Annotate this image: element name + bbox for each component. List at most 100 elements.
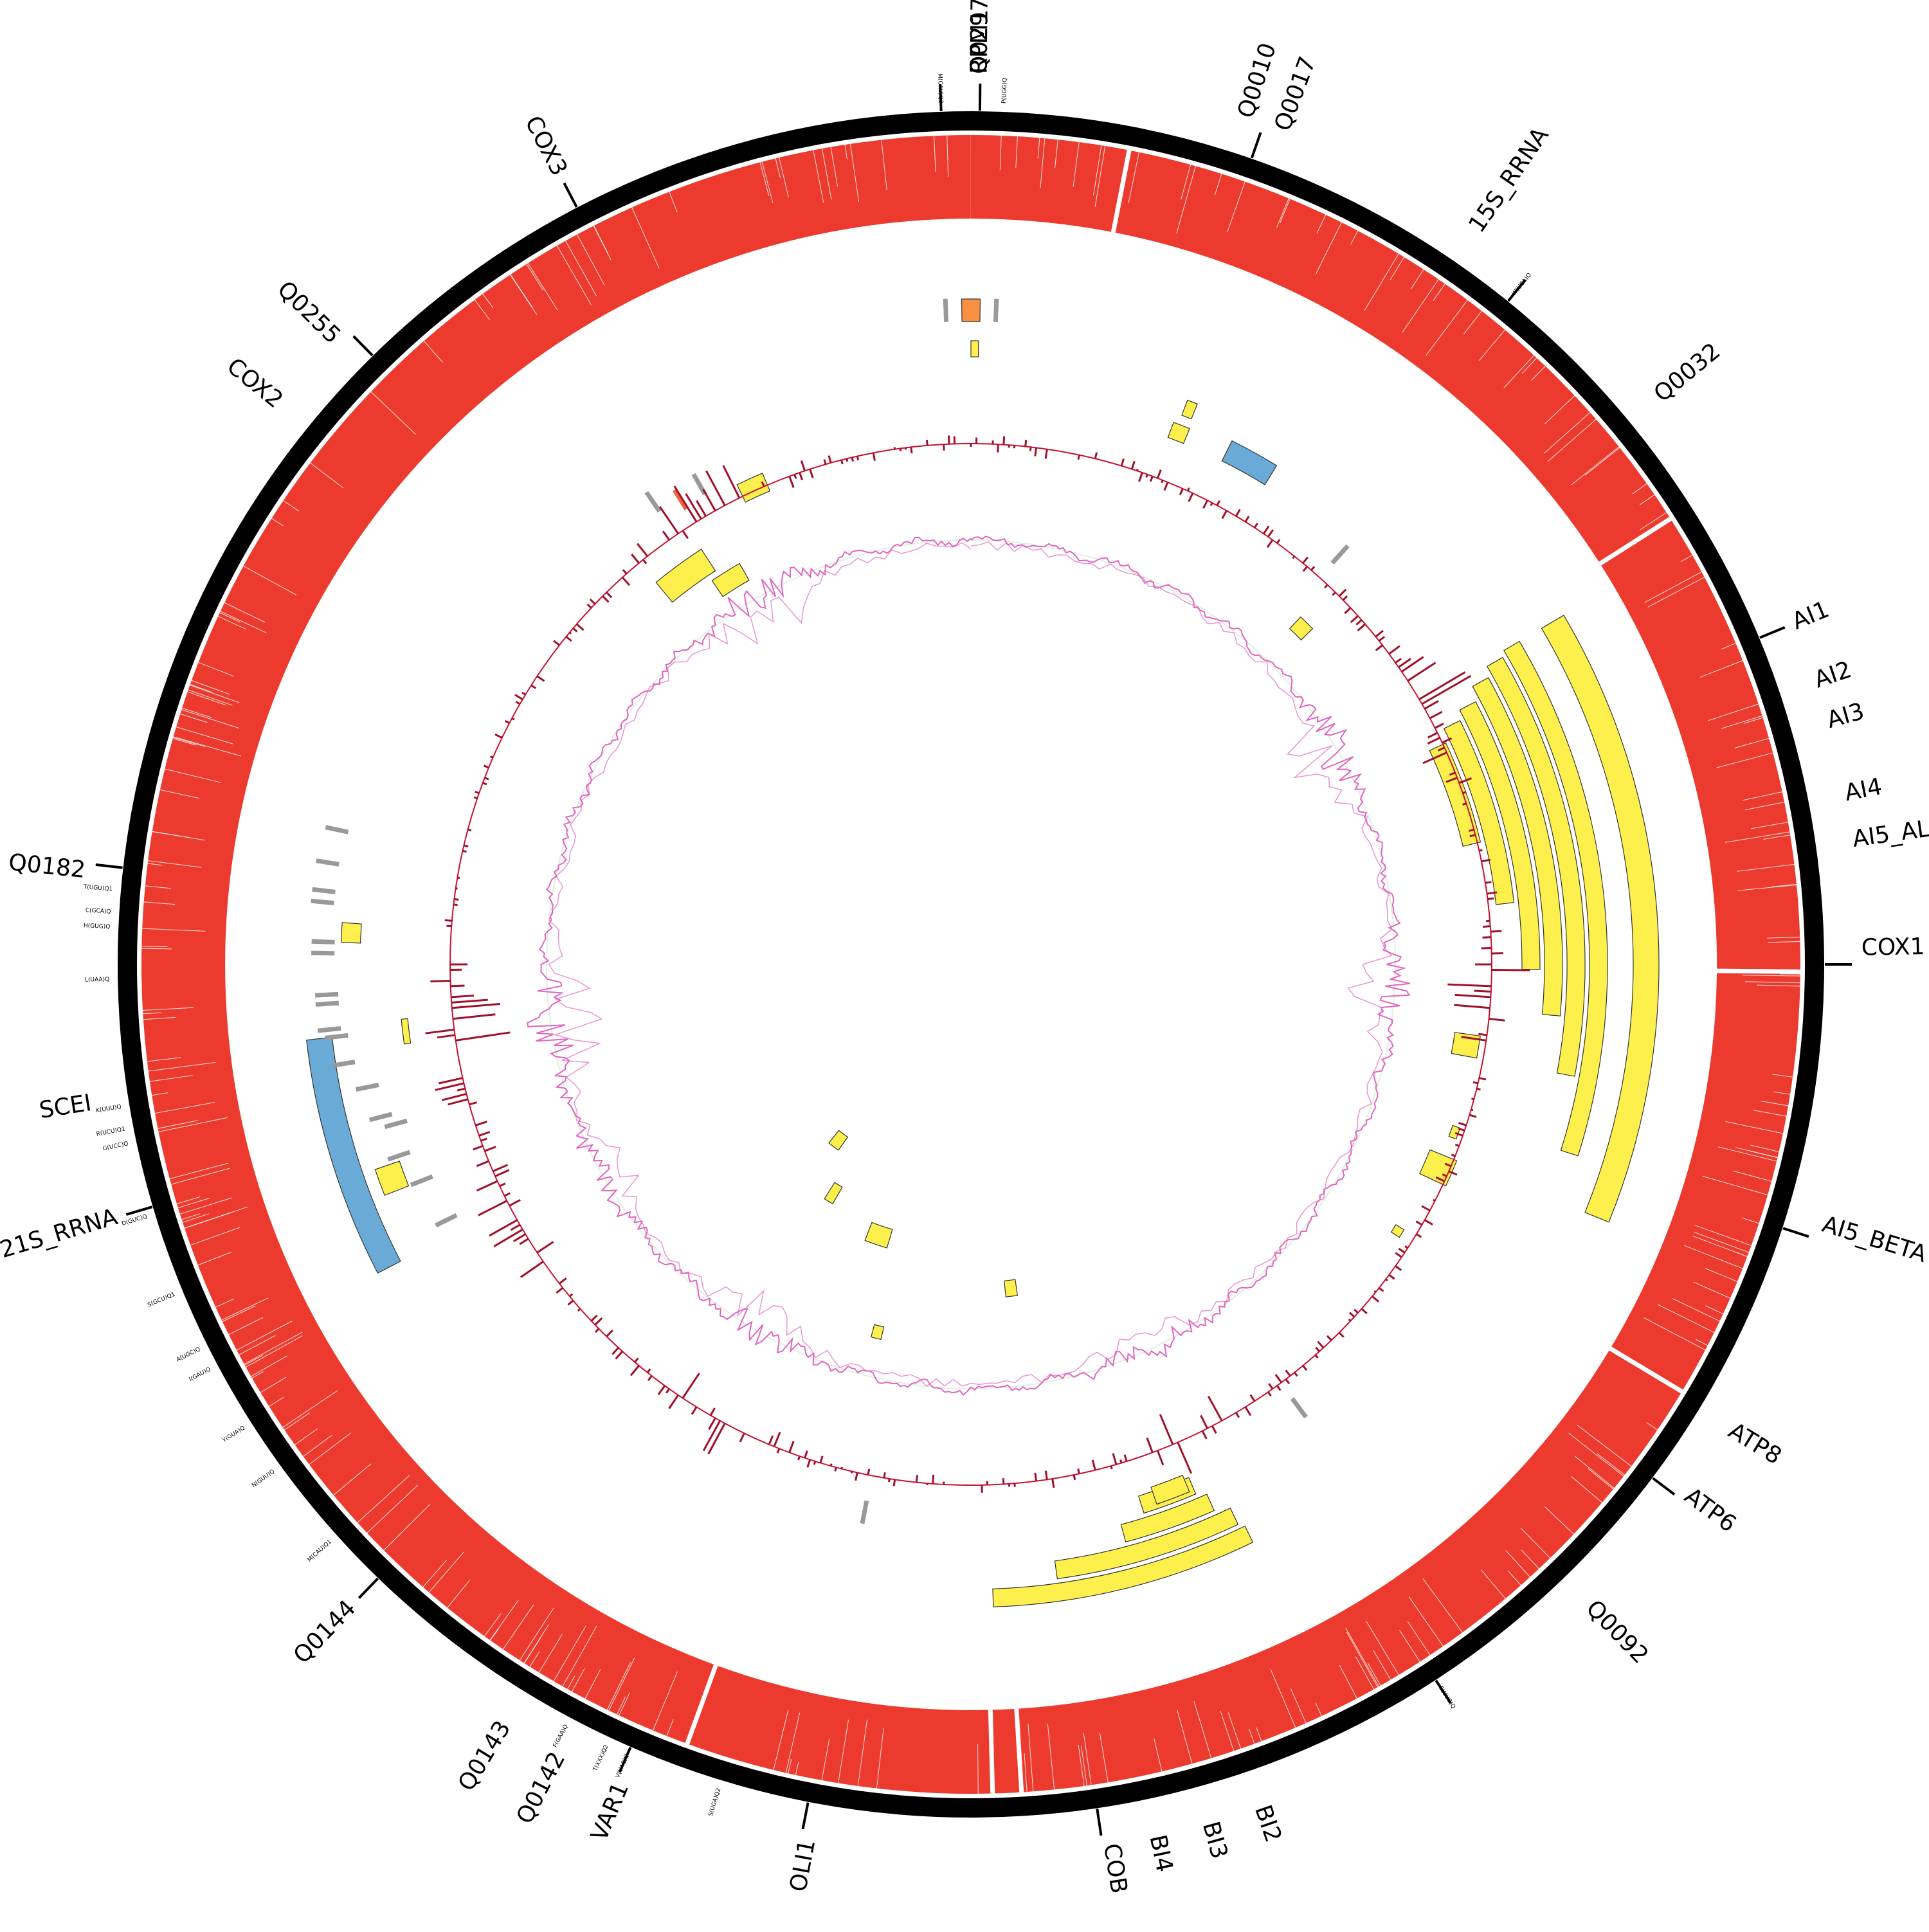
gc-skew-bar bbox=[1303, 1366, 1307, 1370]
gc-skew-bar bbox=[1473, 1082, 1478, 1083]
gc-skew-bar bbox=[795, 474, 796, 479]
gc-skew-bar bbox=[798, 1456, 799, 1460]
gc-skew-bar bbox=[595, 1318, 602, 1324]
trna-marker bbox=[436, 1215, 457, 1225]
gc-skew-bar bbox=[1092, 1460, 1095, 1470]
gc-skew-bar bbox=[500, 1184, 505, 1186]
gc-skew-bar bbox=[1349, 1319, 1351, 1321]
gc-skew-bar bbox=[1303, 557, 1308, 563]
gc-skew-bar bbox=[1269, 1384, 1272, 1389]
trna-label: P(UGG)Q bbox=[1001, 78, 1009, 104]
feature-block bbox=[1004, 1279, 1018, 1297]
gc-skew-bar bbox=[631, 554, 638, 563]
gc-skew-bar bbox=[484, 766, 489, 768]
gc-skew-bar bbox=[1478, 1034, 1487, 1035]
gene-label-q0143: Q0143 bbox=[453, 1716, 516, 1796]
gene-tick bbox=[1252, 132, 1261, 158]
gc-skew-bar bbox=[774, 1432, 780, 1447]
gene-label-ai3: AI3 bbox=[1824, 698, 1867, 734]
trna-marker bbox=[370, 1114, 392, 1120]
gc-content-dip bbox=[549, 542, 1392, 1386]
gc-skew-bar bbox=[1303, 566, 1307, 571]
gc-skew-bar bbox=[916, 1475, 917, 1482]
gc-skew-bar bbox=[1277, 539, 1280, 543]
gc-skew-bar bbox=[439, 1078, 462, 1083]
gc-skew-bar bbox=[683, 530, 688, 538]
feature-block bbox=[971, 341, 979, 357]
gc-skew-bar bbox=[1311, 566, 1314, 570]
coverage-dip bbox=[978, 1744, 979, 1794]
gc-skew-bar bbox=[637, 543, 648, 556]
gc-skew-bar bbox=[1405, 1246, 1408, 1248]
trna-marker bbox=[316, 861, 340, 865]
gc-skew-bar bbox=[1354, 1310, 1358, 1313]
gc-skew-bar bbox=[479, 1132, 490, 1136]
gc-skew-bar bbox=[521, 1261, 543, 1277]
gc-content-track bbox=[527, 536, 1410, 1395]
gene-tick bbox=[126, 1207, 152, 1214]
gc-skew-bar bbox=[1178, 1442, 1191, 1473]
feature-block bbox=[1391, 1225, 1404, 1238]
trna-label: F(GAA)Q bbox=[552, 1724, 570, 1749]
feature-block bbox=[401, 1018, 410, 1044]
trna-marker bbox=[1332, 546, 1348, 563]
gc-skew-bar bbox=[1332, 592, 1335, 595]
gc-skew-bar bbox=[578, 1309, 581, 1311]
gc-skew-bar bbox=[1428, 733, 1438, 737]
gc-skew-bar bbox=[801, 460, 804, 471]
gc-skew-bar bbox=[703, 489, 716, 510]
gc-skew-bar bbox=[1030, 447, 1031, 451]
gc-skew-bar bbox=[592, 1315, 597, 1321]
rrna-21s-block bbox=[307, 1037, 401, 1273]
gc-skew-bar bbox=[824, 460, 826, 464]
gene-label-21s-rrna: 21S_RRNA bbox=[0, 1204, 121, 1263]
gc-skew-bar bbox=[658, 1386, 665, 1395]
gc-skew-bar bbox=[1454, 1005, 1490, 1008]
trna-marker bbox=[862, 1501, 867, 1523]
gc-skew-bar bbox=[504, 1193, 510, 1196]
trna-label: V(UAC)Q bbox=[615, 1753, 631, 1779]
trna-label: T(XXX)Q2 bbox=[592, 1744, 610, 1773]
gc-skew-bar bbox=[1422, 1206, 1430, 1211]
gc-skew-bar bbox=[570, 633, 571, 634]
gc-skew-bar bbox=[1425, 1220, 1433, 1225]
gc-skew-bar bbox=[606, 1330, 612, 1337]
trna-label: E(UUC)Q bbox=[1437, 1685, 1456, 1710]
gc-skew-bar bbox=[660, 507, 678, 534]
gc-skew-bar bbox=[485, 1147, 496, 1151]
gc-skew-bar bbox=[1419, 672, 1465, 699]
gc-skew-bar bbox=[1343, 596, 1347, 600]
gc-skew-bar bbox=[842, 460, 843, 464]
gc-skew-bar bbox=[595, 1329, 599, 1332]
trna-marker bbox=[312, 889, 336, 892]
gc-skew-bar bbox=[1435, 723, 1444, 728]
gc-skew-bar bbox=[1046, 1471, 1047, 1480]
gc-skew-bar bbox=[1139, 473, 1142, 482]
gc-skew-bar bbox=[1327, 1336, 1332, 1341]
gc-skew-bar bbox=[911, 447, 912, 453]
gc-skew-bar bbox=[1455, 995, 1491, 997]
gc-skew-bar bbox=[949, 435, 950, 444]
gc-skew-bar bbox=[1078, 1468, 1080, 1474]
gc-skew-bar bbox=[1316, 1348, 1319, 1351]
gc-skew-bar bbox=[514, 1234, 525, 1241]
gc-skew-bar bbox=[1294, 1373, 1297, 1377]
gc-skew-bar bbox=[1189, 493, 1193, 501]
gc-skew-bar bbox=[868, 1469, 869, 1475]
trna-label: I(GAU)Q bbox=[188, 1366, 212, 1383]
gc-skew-bar bbox=[1113, 1454, 1116, 1465]
gc-skew-bar bbox=[568, 1301, 573, 1305]
trna-marker bbox=[312, 941, 335, 942]
gene-tick bbox=[354, 336, 372, 356]
gc-skew-bar bbox=[1479, 850, 1482, 851]
trna-marker bbox=[315, 994, 338, 995]
gc-skew-bar bbox=[723, 465, 739, 498]
feature-block bbox=[824, 1182, 842, 1204]
gc-skew-bar bbox=[805, 1450, 808, 1458]
gc-skew-bar bbox=[1458, 1123, 1466, 1125]
gc-skew-bar bbox=[451, 996, 474, 997]
gc-skew-bar bbox=[554, 641, 559, 646]
gc-skew-bar bbox=[1389, 646, 1400, 654]
gc-skew-bar bbox=[1286, 1370, 1291, 1376]
gc-skew-bar bbox=[889, 1479, 890, 1482]
